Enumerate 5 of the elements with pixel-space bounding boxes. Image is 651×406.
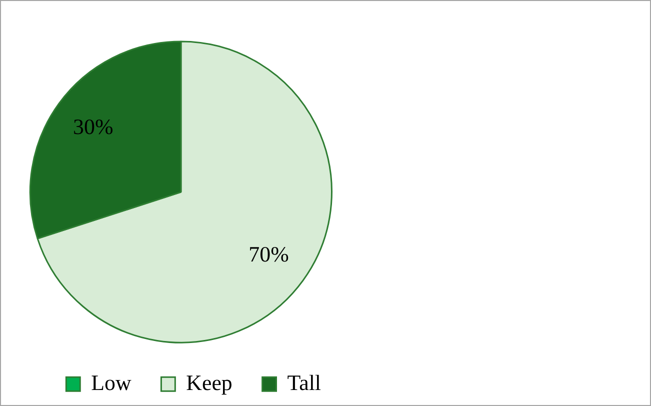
legend-label: Tall [287,370,322,395]
legend-label: Keep [186,370,232,395]
data-label: 70% [248,242,289,266]
data-label: 30% [73,114,114,140]
legend-label: Low [91,370,132,395]
